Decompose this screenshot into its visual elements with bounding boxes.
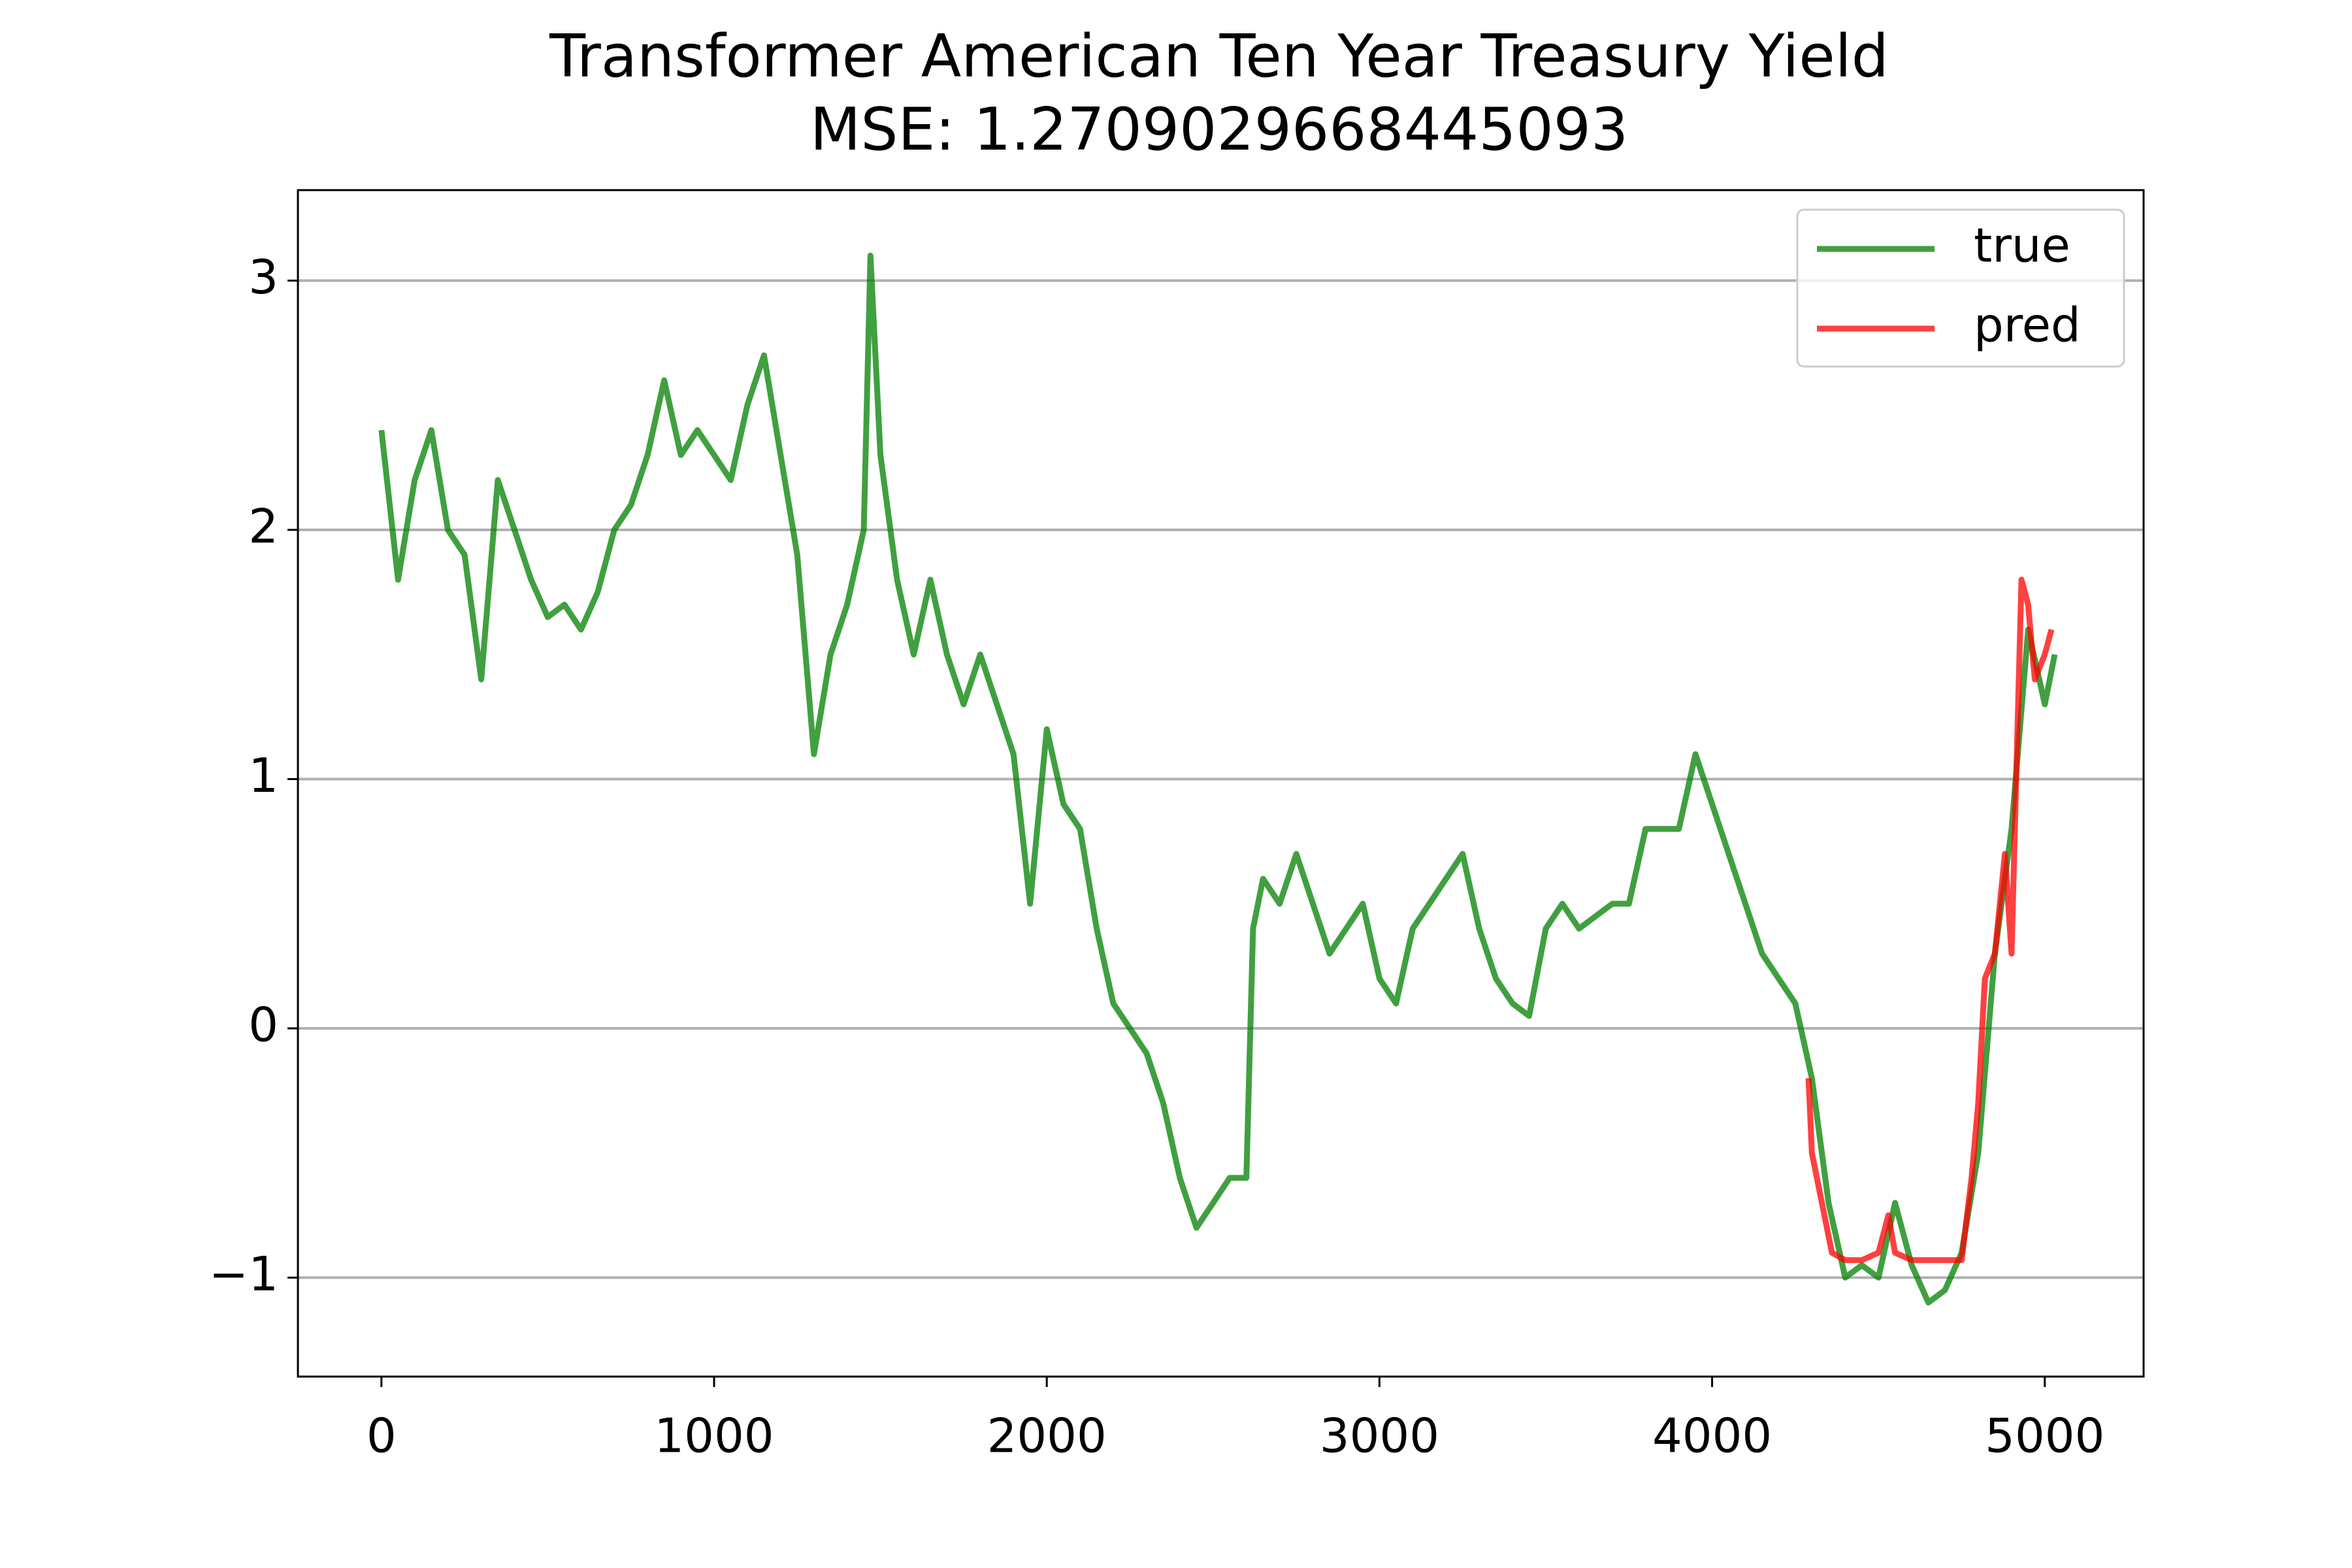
y-tick-label: 1	[248, 748, 278, 803]
plot-frame	[297, 189, 2145, 1378]
y-tick-label: −1	[209, 1247, 278, 1301]
x-tick-label: 5000	[1985, 1409, 2104, 1463]
chart-subtitle: MSE: 1.2709029668445093	[810, 95, 1629, 164]
line	[1805, 576, 2055, 1264]
y-tick-label: 2	[248, 499, 278, 554]
legend-label: pred	[1974, 298, 2081, 353]
chart-title: Transformer American Ten Year Treasury Y…	[549, 22, 1889, 91]
line	[378, 252, 2058, 1306]
legend-label: true	[1974, 218, 2070, 273]
x-tick-label: 4000	[1652, 1409, 1772, 1463]
x-tick-label: 1000	[654, 1409, 774, 1463]
x-tick-label: 2000	[987, 1409, 1107, 1463]
x-tick-label: 0	[367, 1409, 397, 1463]
y-tick-label: 0	[248, 998, 278, 1053]
x-tick-label: 3000	[1320, 1409, 1439, 1463]
y-tick-label: 3	[248, 250, 278, 304]
